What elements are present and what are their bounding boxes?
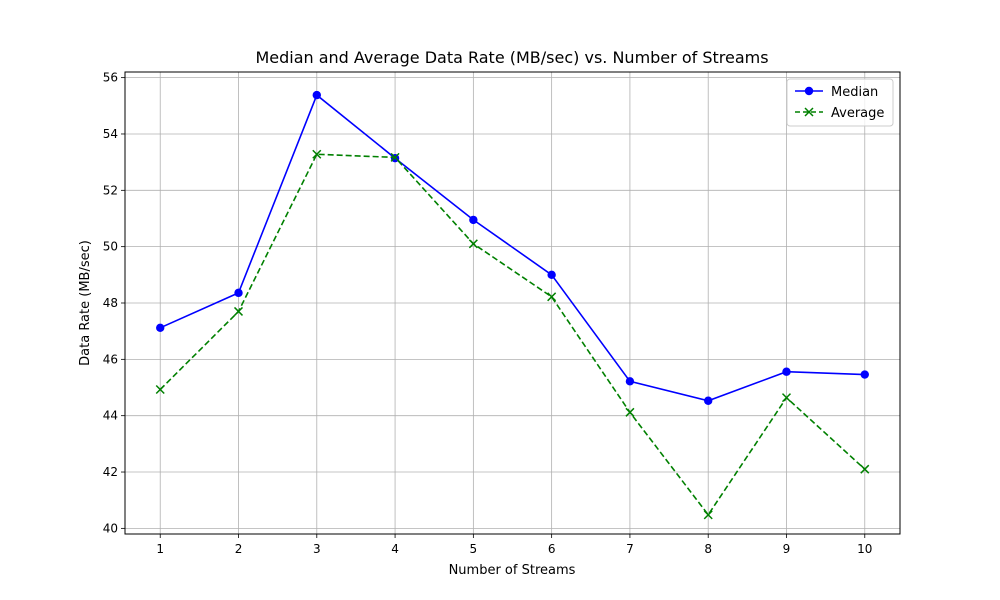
legend-median-marker [804,86,814,96]
x-tick-label: 7 [626,542,634,556]
series [155,90,870,520]
median-point [156,323,165,332]
median-point [704,396,713,405]
x-tick-label: 4 [391,542,399,556]
median-series-line [159,93,865,402]
median-point [625,377,635,386]
x-tick-label: 5 [470,542,478,556]
y-tick-label: 52 [103,183,118,197]
average-series-line [159,153,866,517]
x-tick-label: 2 [235,542,243,556]
y-axis-title: Data Rate (MB/sec) [78,240,93,366]
x-tick-label: 6 [548,542,556,556]
grid [125,72,900,534]
x-tick-label: 10 [857,542,872,556]
average-point [155,384,165,395]
chart-title: Median and Average Data Rate (MB/sec) vs… [255,48,768,67]
y-tick-label: 40 [103,521,118,535]
average-point [625,407,635,417]
median-point [312,90,321,100]
average-point [233,306,244,316]
average-point [312,149,322,159]
legend-median-label: Median [831,85,878,100]
x-tick-label: 8 [704,542,712,556]
average-point [547,292,557,302]
x-tick-label: 1 [156,542,164,556]
average-point [468,239,478,249]
median-point [469,215,478,225]
median-point [860,370,869,379]
x-tick-label: 3 [313,542,321,556]
average-point [860,464,870,474]
median-point [782,367,791,376]
y-tick-label: 44 [103,409,118,423]
median-point [234,288,243,298]
y-tick-label: 54 [103,127,118,141]
y-tick-label: 50 [103,240,118,254]
average-point [390,152,400,162]
legend-average-marker [804,107,814,117]
x-tick-label: 9 [783,542,791,556]
x-axis-title: Number of Streams [449,563,576,578]
y-tick-label: 48 [103,296,118,310]
median-point [547,270,556,280]
y-tick-label: 56 [103,71,118,85]
average-point [703,510,713,520]
legend: Median Average [786,78,894,127]
y-tick-label: 46 [103,352,118,366]
average-point [781,393,792,403]
legend-average-label: Average [831,106,884,121]
y-tick-label: 42 [103,465,118,479]
